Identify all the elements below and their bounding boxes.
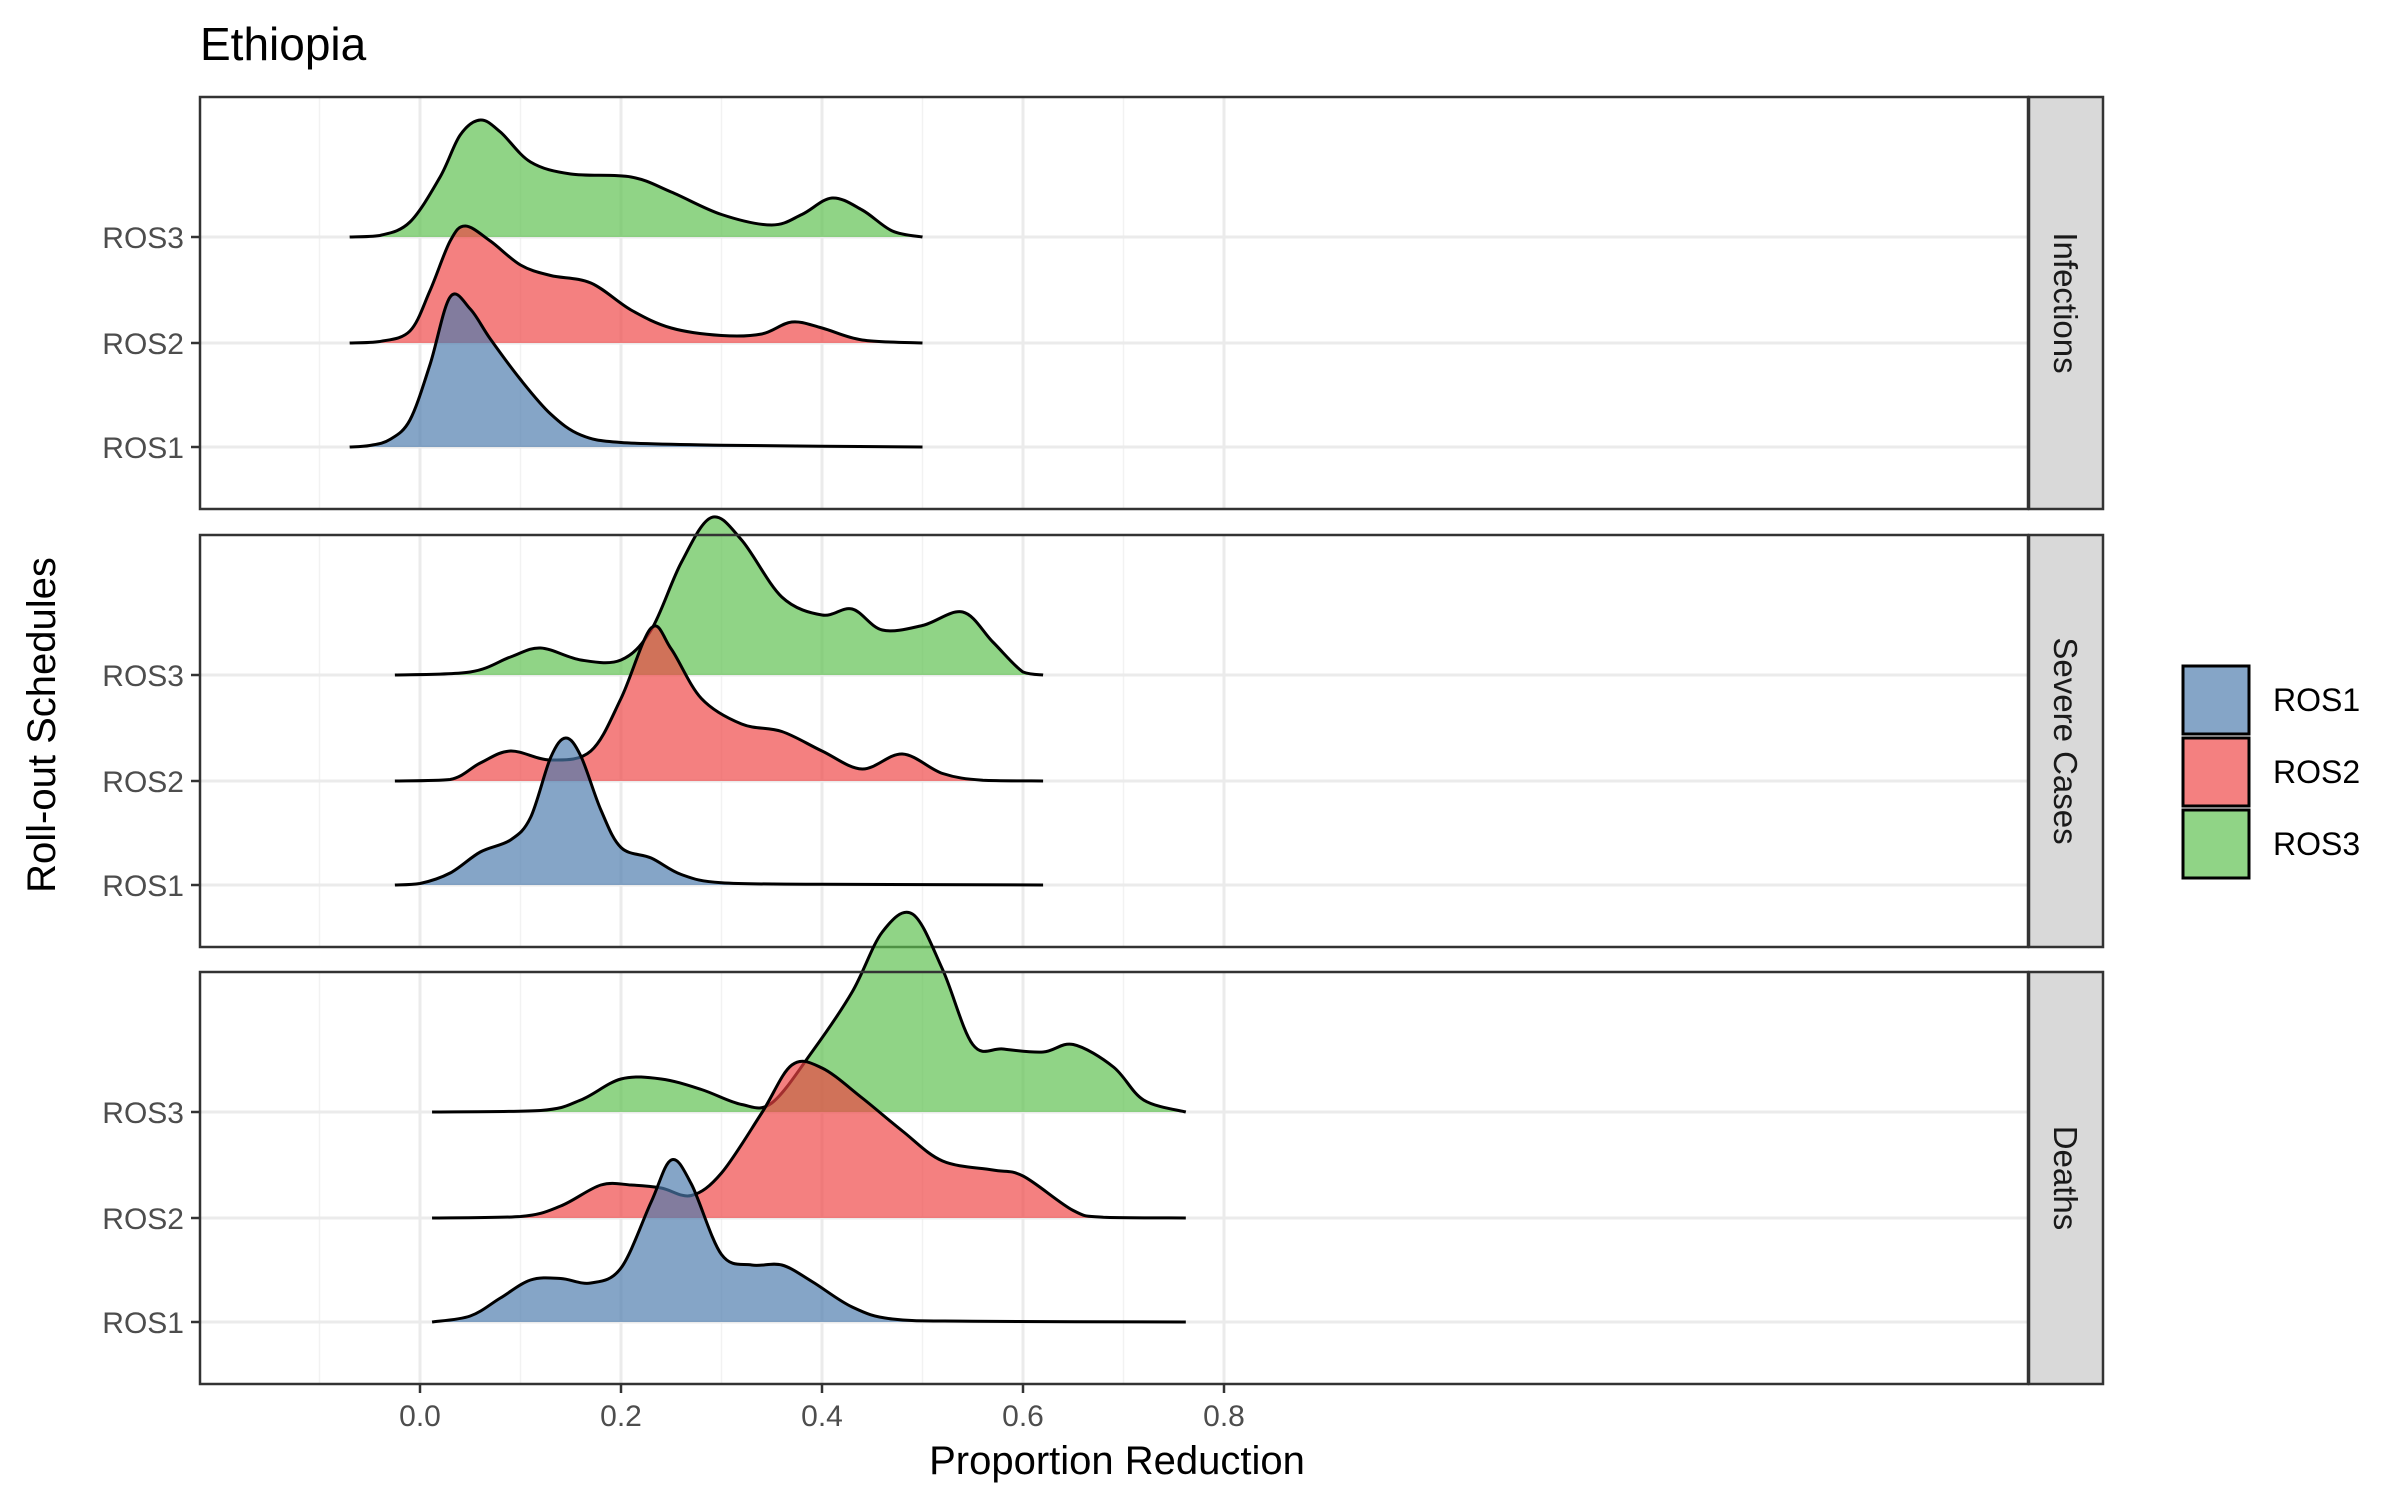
facet-strip [2027,95,2105,511]
panel-deaths: ROS1 ROS2 ROS3 Deaths 0.0 0.2 0.4 0.6 0.8 [102,910,2105,1433]
panel-severe-cases: ROS1 ROS2 ROS3 Severe Cases [102,515,2105,949]
ridge-ros1-area [394,737,1044,885]
y-axis-title: Roll-out Schedules [20,557,64,893]
legend-key-ros1 [2181,664,2251,736]
facet-strip-label: Severe Cases [2047,637,2084,844]
x-tick-label: 0.0 [399,1400,441,1433]
y-tick-label: ROS1 [102,870,184,903]
ridge-ros3-outline [394,515,1044,677]
legend-label-ros1: ROS1 [2273,682,2360,718]
chart-title: Ethiopia [200,18,367,70]
legend: ROS1 ROS2 ROS3 [2181,664,2360,880]
ridge-ros3-area [432,912,1186,1112]
ridge-ros2-area [394,625,1044,781]
ridge-ros1-outline [349,292,923,449]
x-tick-label: 0.2 [600,1400,642,1433]
y-tick-label: ROS3 [102,222,184,255]
panel-infections: ROS1 ROS2 ROS3 Infections [102,95,2105,511]
x-tick-label: 0.4 [801,1400,843,1433]
ridge-ros1-outline [431,1158,1186,1324]
ridge-ros2-outline [432,1059,1186,1220]
facet-strip [2027,970,2105,1386]
legend-key-ros3 [2181,808,2251,880]
ridge-ros2-outline [349,224,923,345]
y-tick-label: ROS2 [102,1203,184,1236]
x-tick-label: 0.6 [1002,1400,1044,1433]
ridge-ros3-outline [349,118,923,239]
legend-key-ros2 [2181,736,2251,808]
x-axis-title: Proportion Reduction [929,1439,1305,1483]
ridge-ros1-area [349,293,923,447]
facet-strip-label: Deaths [2047,1126,2084,1231]
legend-label-ros2: ROS2 [2273,754,2360,790]
ridge-ros3-area [394,516,1044,675]
ridge-ros1-outline [394,736,1044,887]
ridge-ros2-area [349,226,923,343]
y-tick-label: ROS2 [102,766,184,799]
y-tick-label: ROS3 [102,660,184,693]
facet-strip-label: Infections [2047,232,2084,373]
panels: ROS1 ROS2 ROS3 Infections ROS1 ROS2 ROS3 Severe… [102,95,2105,1433]
y-tick-label: ROS1 [102,432,184,465]
ridge-ros2-area [432,1061,1186,1218]
x-tick-label: 0.8 [1203,1400,1245,1433]
ridge-ros1-area [432,1159,1186,1322]
y-tick-label: ROS3 [102,1097,184,1130]
facet-strip [2027,533,2105,949]
y-tick-label: ROS1 [102,1307,184,1340]
legend-label-ros3: ROS3 [2273,826,2360,862]
y-tick-label: ROS2 [102,328,184,361]
ridge-ros2-outline [394,624,1044,783]
ridge-ros3-outline [432,910,1187,1114]
